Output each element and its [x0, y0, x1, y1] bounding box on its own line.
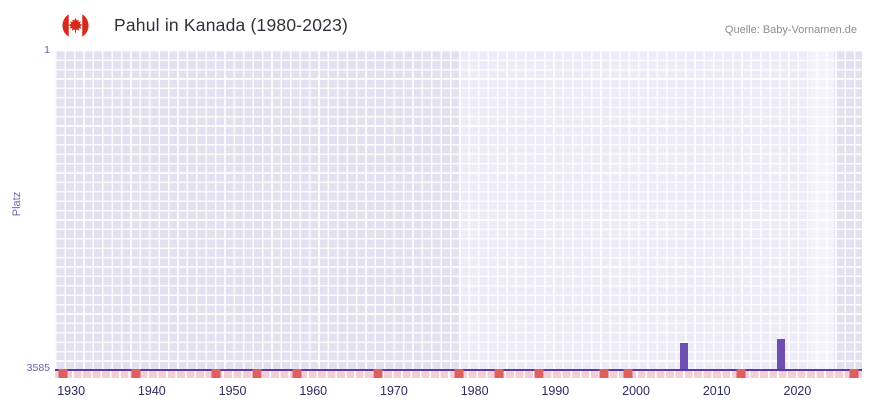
rank-bar[interactable] — [777, 339, 786, 370]
no-data-marker — [849, 369, 859, 378]
no-data-marker — [373, 369, 383, 378]
x-tick-label: 1990 — [541, 384, 570, 398]
no-data-marker — [58, 369, 68, 378]
no-data-marker — [454, 369, 463, 378]
x-tick-label: 2020 — [783, 384, 812, 398]
no-data-marker — [736, 369, 746, 378]
no-data-marker — [599, 369, 609, 378]
no-data-marker — [534, 369, 544, 378]
bars-layer — [55, 50, 862, 370]
x-tick-label: 1970 — [380, 384, 408, 398]
x-tick-label: 1960 — [299, 384, 328, 398]
y-tick-label-bottom: 3585 — [26, 362, 50, 374]
x-tick-label: 2000 — [622, 384, 650, 398]
canada-flag-icon — [62, 12, 89, 39]
no-data-marker — [292, 369, 302, 378]
no-data-marker — [131, 369, 141, 378]
no-data-marker — [252, 369, 262, 378]
no-data-marker — [494, 369, 504, 378]
x-tick-label: 1940 — [137, 384, 166, 398]
x-tick-label: 1950 — [218, 384, 247, 398]
source-credit-link[interactable]: Quelle: Baby-Vornamen.de — [724, 24, 857, 36]
page-title: Pahul in Kanada (1980-2023) — [114, 15, 349, 35]
plot-area — [55, 50, 862, 370]
x-tick-label: 1980 — [460, 384, 489, 398]
grid-overlay — [55, 50, 862, 370]
x-tick-label: 2010 — [702, 384, 731, 398]
no-data-marker — [211, 369, 221, 378]
x-axis-ticks: 1930 1940 1950 1960 1970 1980 1990 2000 2010 2020 — [55, 384, 862, 402]
marker-layer — [55, 367, 862, 379]
rank-bar[interactable] — [680, 342, 689, 370]
y-axis-label: Platz — [11, 191, 23, 217]
no-data-marker — [623, 369, 633, 378]
y-tick-label-top: 1 — [44, 44, 50, 56]
x-tick-label: 1930 — [57, 384, 86, 398]
